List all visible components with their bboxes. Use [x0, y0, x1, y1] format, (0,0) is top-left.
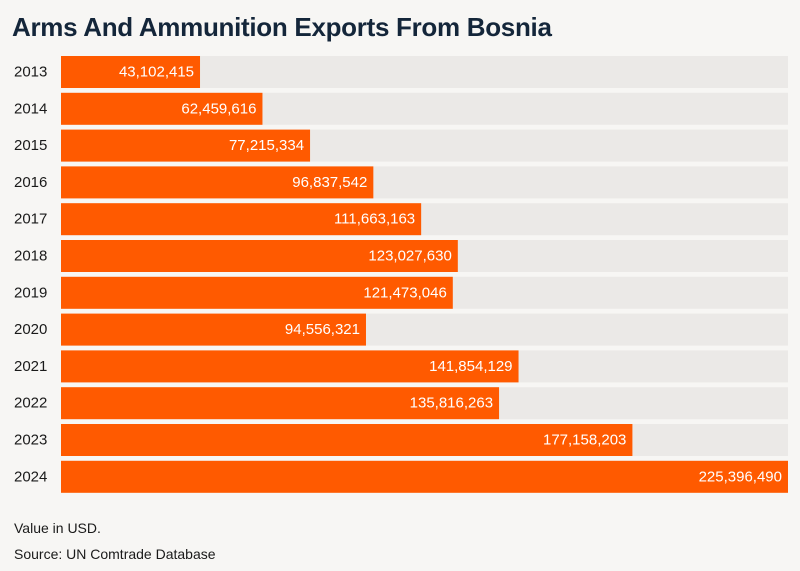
year-label-2013: 2013: [14, 64, 47, 81]
bar-2013: [61, 56, 201, 88]
chart-notes: Value in USD. Source: UN Comtrade Databa…: [14, 515, 216, 567]
bar-2024: [61, 460, 788, 493]
bar-2020: [61, 313, 366, 346]
value-label-2020: 94,556,321: [285, 321, 360, 338]
bar-2018: [61, 240, 458, 272]
year-label-2023: 2023: [14, 432, 47, 449]
bar-2023: [61, 424, 633, 456]
year-label-2019: 2019: [14, 284, 47, 301]
year-label-2014: 2014: [14, 100, 47, 117]
value-label-2022: 135,816,263: [410, 395, 493, 412]
bar-2022: [61, 387, 500, 420]
bar-2016: [61, 166, 374, 199]
value-label-2016: 96,837,542: [292, 174, 367, 191]
bar-2014: [61, 92, 263, 125]
value-label-2015: 77,215,334: [229, 137, 304, 154]
year-label-2015: 2015: [14, 137, 47, 154]
year-label-2016: 2016: [14, 174, 47, 191]
value-label-2017: 111,663,163: [334, 211, 415, 228]
bar-2021: [61, 350, 519, 383]
chart-title: Arms And Ammunition Exports From Bosnia: [12, 12, 552, 42]
value-label-2019: 121,473,046: [363, 284, 446, 301]
year-label-2017: 2017: [14, 211, 47, 228]
unit-note: Value in USD.: [14, 520, 101, 536]
value-label-2018: 123,027,630: [368, 248, 451, 265]
value-label-2021: 141,854,129: [429, 358, 512, 375]
value-label-2024: 225,396,490: [699, 468, 782, 485]
bar-2015: [61, 129, 311, 162]
value-label-2013: 43,102,415: [119, 64, 194, 81]
year-label-2022: 2022: [14, 395, 47, 412]
year-label-2021: 2021: [14, 358, 47, 375]
year-label-2020: 2020: [14, 321, 47, 338]
source-note: Source: UN Comtrade Database: [14, 546, 216, 562]
value-label-2023: 177,158,203: [543, 432, 626, 449]
year-label-2024: 2024: [14, 468, 47, 485]
bar-2019: [61, 276, 453, 309]
bar-2017: [61, 203, 422, 236]
value-label-2014: 62,459,616: [181, 100, 256, 117]
year-label-2018: 2018: [14, 248, 47, 265]
